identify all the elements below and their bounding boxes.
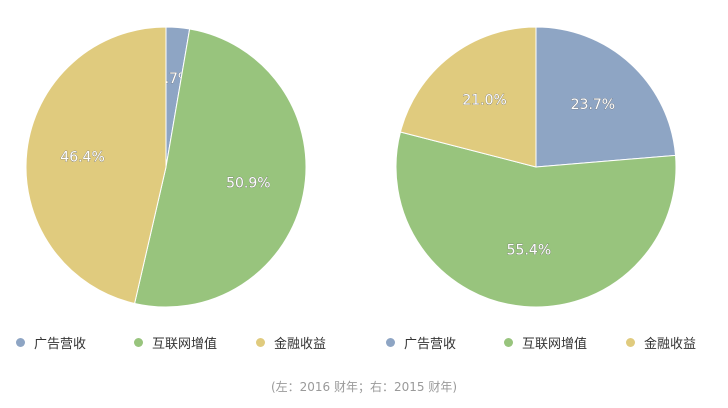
legend-label: 互联网增值 <box>522 337 588 352</box>
pie-slice-internet-value-added <box>134 28 307 308</box>
legend-item-financial-income: 金融收益 <box>626 333 696 352</box>
pie-slice-financial-income <box>25 26 167 305</box>
legend-dot-financial-income <box>626 338 635 347</box>
legend-item-internet-value-added: 互联网增值 <box>134 333 256 352</box>
legend-item-financial-income: 金融收益 <box>256 333 326 352</box>
slice-label-financial-income: 21.0% <box>462 93 506 109</box>
slice-label-ad-revenue: 23.7% <box>571 97 615 113</box>
legend-dot-financial-income <box>256 338 265 347</box>
legend-dot-ad-revenue <box>386 338 395 347</box>
legend-label: 广告营收 <box>34 337 87 352</box>
pie-chart-fy2015: 23.7% 55.4% 21.0% <box>395 26 677 308</box>
legend-label: 互联网增值 <box>152 337 218 352</box>
pie-charts: 2.7%50.9%46.4% 23.7%55.4%21.0% <box>25 26 677 308</box>
legend-item-internet-value-added: 互联网增值 <box>504 333 626 352</box>
slice-label-internet-value-added: 55.4% <box>507 243 551 259</box>
legend-label: 金融收益 <box>644 337 697 352</box>
legend-dot-internet-value-added <box>134 338 143 347</box>
legend-label: 广告营收 <box>404 337 457 352</box>
legend-label: 金融收益 <box>274 337 327 352</box>
slice-label-financial-income: 46.4% <box>60 150 104 166</box>
pie-slice-financial-income <box>399 26 537 168</box>
pie-slice-internet-value-added <box>395 131 677 308</box>
slice-label-internet-value-added: 50.9% <box>226 176 270 192</box>
legend-dot-ad-revenue <box>16 338 25 347</box>
legend-item-ad-revenue: 广告营收 <box>16 333 134 352</box>
chart-caption: (左：2016 财年；右：2015 财年) <box>270 380 458 394</box>
pie-slice-ad-revenue <box>535 26 677 168</box>
legend-item-ad-revenue: 广告营收 <box>386 333 504 352</box>
pie-chart-fy2016: 2.7%50.9%46.4% <box>25 26 307 308</box>
legend-fy2016: 广告营收 互联网增值 金融收益 <box>16 333 326 352</box>
legend-fy2015: 广告营收 互联网增值 金融收益 <box>386 333 696 352</box>
legend-dot-internet-value-added <box>504 338 513 347</box>
